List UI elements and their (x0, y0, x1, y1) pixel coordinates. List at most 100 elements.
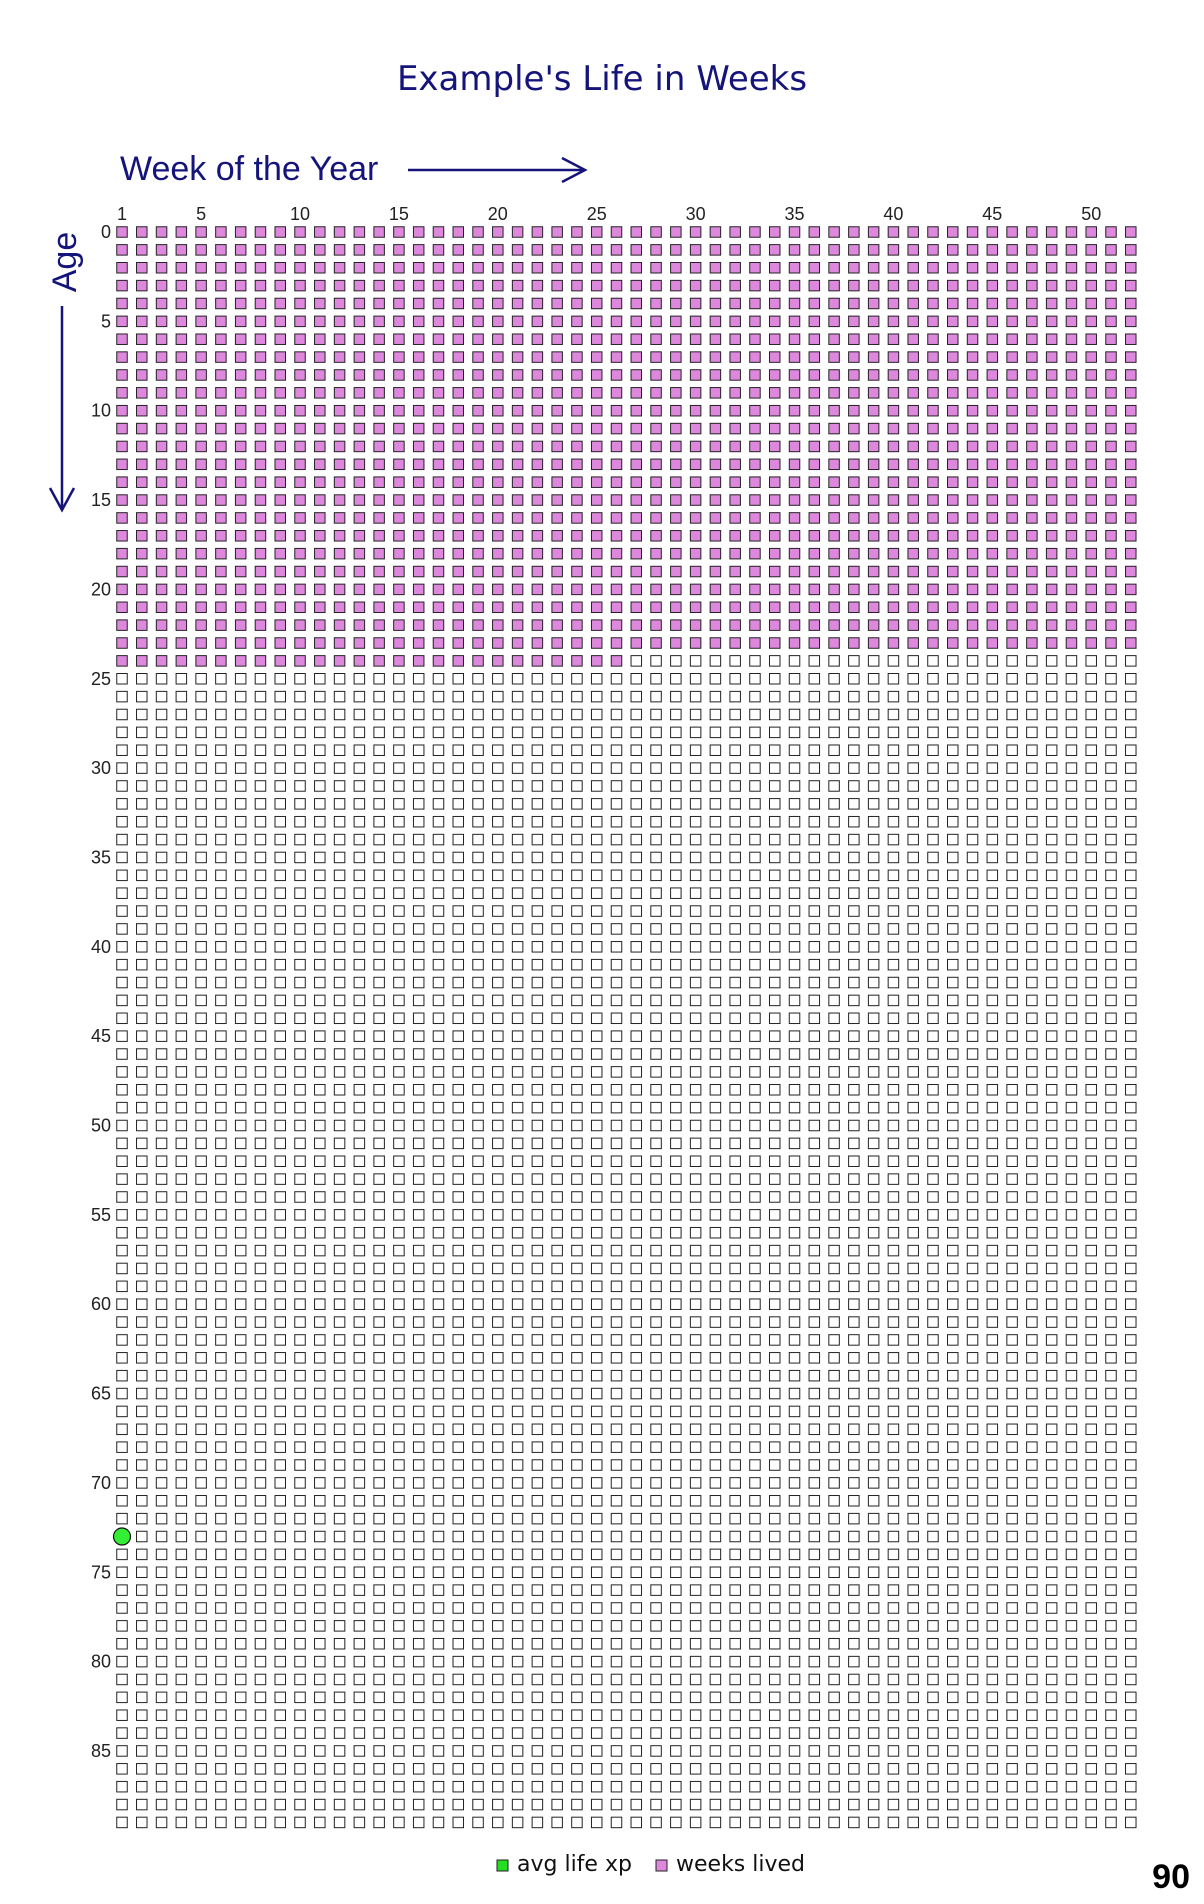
week-box-lived (670, 583, 682, 596)
week-box-lived (393, 458, 405, 471)
week-box-lived (492, 422, 504, 435)
week-box-lived (788, 315, 801, 328)
week-box (630, 1280, 643, 1293)
week-box (136, 1673, 148, 1686)
week-box (116, 1084, 128, 1096)
week-box-lived (116, 404, 128, 417)
week-box (808, 1048, 821, 1060)
week-box (373, 1780, 385, 1793)
week-box-lived (749, 476, 761, 488)
week-box (234, 1637, 247, 1650)
week-box (393, 1477, 405, 1489)
week-box (393, 869, 405, 882)
week-box (116, 976, 128, 989)
week-box-lived (1045, 351, 1058, 363)
week-box (1125, 1512, 1137, 1525)
week-box-lived (808, 619, 821, 631)
week-box (452, 1262, 465, 1275)
week-box (353, 1441, 366, 1453)
week-box (1065, 1673, 1078, 1686)
week-box (274, 1816, 286, 1829)
week-box-lived (492, 619, 504, 631)
week-box (610, 780, 623, 792)
week-box (610, 994, 623, 1007)
week-box (788, 1387, 801, 1400)
week-box-lived (511, 351, 524, 363)
week-box-lived (452, 422, 465, 435)
week-box (234, 958, 247, 971)
week-box (571, 869, 583, 882)
week-box-lived (828, 351, 840, 363)
week-box (195, 1084, 207, 1096)
week-box (966, 815, 979, 828)
week-box (294, 1048, 306, 1060)
week-box (1105, 1387, 1117, 1400)
week-box-lived (1065, 244, 1078, 256)
week-box (749, 1369, 761, 1382)
week-box (808, 1620, 821, 1632)
week-box (808, 1459, 821, 1471)
week-box (1085, 1137, 1097, 1150)
week-box (511, 1530, 524, 1543)
week-box (136, 1512, 148, 1525)
week-box (511, 798, 524, 810)
week-box-lived (670, 547, 682, 560)
week-box (412, 1084, 425, 1096)
week-box-lived (1006, 494, 1018, 506)
week-box (215, 851, 227, 864)
week-box (590, 1620, 603, 1632)
week-box (511, 1709, 524, 1721)
week-box-lived (571, 530, 583, 542)
week-box (531, 1763, 544, 1775)
week-box-lived (551, 530, 563, 542)
week-box (274, 851, 286, 864)
week-box-lived (1045, 404, 1058, 417)
week-box (333, 1119, 346, 1132)
week-box-lived (650, 458, 662, 471)
week-box (531, 1352, 544, 1364)
week-box (1006, 1012, 1018, 1025)
week-box (116, 1763, 128, 1775)
week-box (274, 1084, 286, 1096)
week-box (274, 1495, 286, 1507)
week-box-lived (234, 494, 247, 506)
week-box (610, 1745, 623, 1757)
week-box (195, 1798, 207, 1811)
week-box (630, 887, 643, 899)
week-box (155, 1566, 168, 1578)
week-box (412, 798, 425, 810)
week-box-lived (234, 279, 247, 292)
week-box-lived (452, 297, 465, 310)
week-box (373, 1352, 385, 1364)
week-box (867, 762, 880, 774)
week-box (1045, 1709, 1058, 1721)
week-box (986, 762, 999, 774)
week-box (907, 1548, 919, 1561)
week-box (234, 851, 247, 864)
week-box (670, 708, 682, 721)
week-box-lived (294, 494, 306, 506)
week-box (1085, 1459, 1097, 1471)
week-box (136, 994, 148, 1007)
week-box (887, 1155, 900, 1167)
week-box (768, 1298, 781, 1310)
week-box-lived (472, 333, 484, 345)
week-box (966, 744, 979, 756)
week-box-lived (274, 547, 286, 560)
week-box-lived (927, 494, 939, 506)
week-box (333, 1816, 346, 1829)
week-box (294, 1816, 306, 1829)
week-box-lived (630, 226, 643, 238)
week-box (254, 1763, 267, 1775)
week-box (650, 744, 662, 756)
week-box (234, 1352, 247, 1364)
week-box (373, 1387, 385, 1400)
week-box-lived (511, 404, 524, 417)
week-box (116, 1798, 128, 1811)
week-box (729, 780, 741, 792)
week-box (867, 1012, 880, 1025)
week-box-lived (175, 476, 188, 488)
week-box-lived (848, 619, 860, 631)
week-box (1045, 690, 1058, 703)
week-box (729, 708, 741, 721)
